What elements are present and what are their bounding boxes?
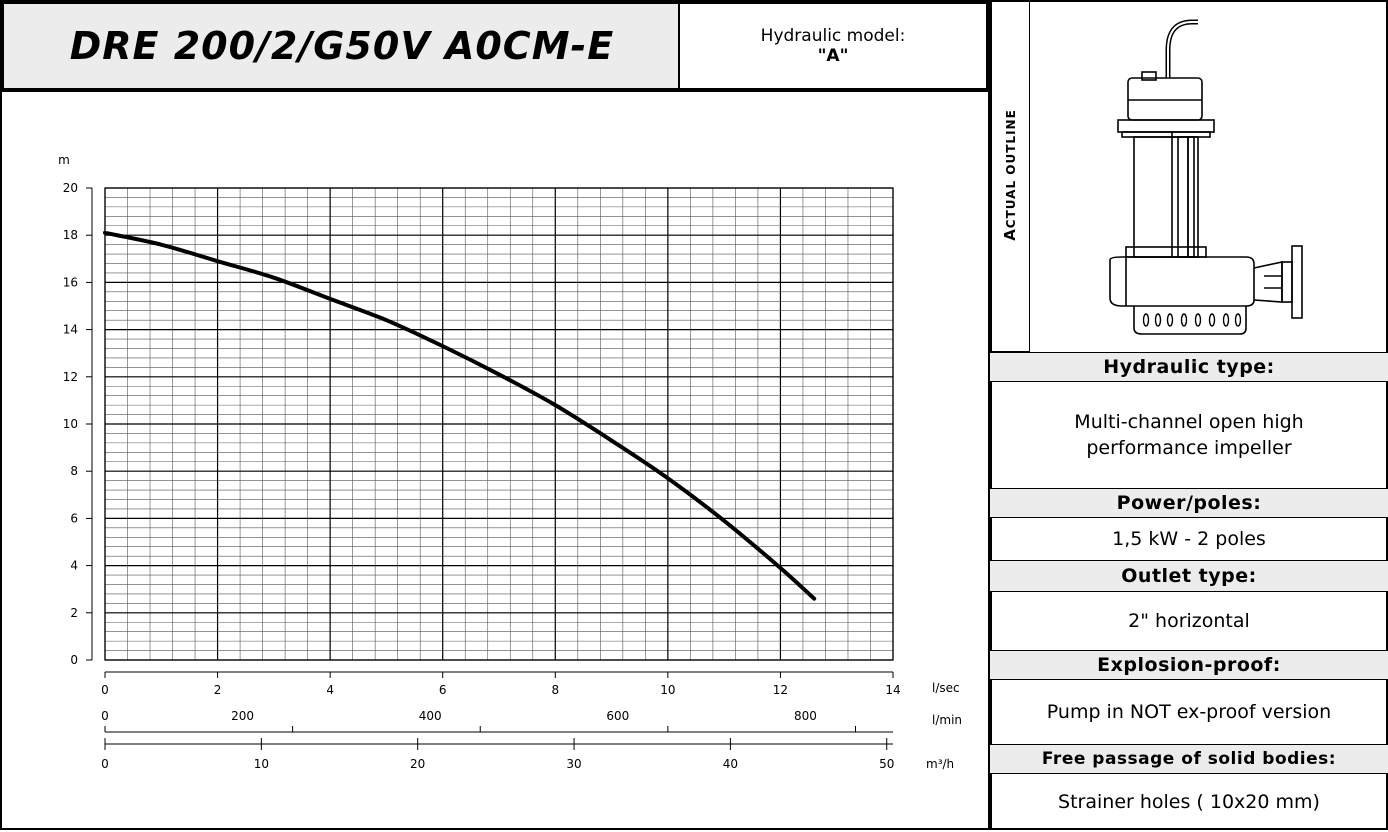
y-tick-label: 0 [70,653,78,667]
x-tick-label-lsec: 0 [101,683,109,697]
outlet-type-value: 2" horizontal [990,592,1388,650]
hydraulic-model-value: "A" [818,46,849,66]
free-passage-header: Free passage of solid bodies: [990,744,1388,774]
x-tick-label-lsec: 6 [439,683,447,697]
x-tick-label-lmin: 0 [101,709,109,723]
explosion-proof-header: Explosion-proof: [990,650,1388,680]
x-tick-label-lsec: 12 [773,683,788,697]
x-tick-label-lsec: 14 [885,683,900,697]
model-title-box: DRE 200/2/G50V A0CM-E [0,0,680,92]
x-tick-label-m3h: 10 [254,757,269,771]
x-unit-m3h: m³/h [926,757,954,771]
y-tick-label: 2 [70,606,78,620]
outlet-type-header: Outlet type: [990,560,1388,592]
y-tick-label: 4 [70,559,78,573]
x-tick-label-lsec: 10 [660,683,675,697]
x-unit-lmin: l/min [932,713,962,727]
power-poles-value: 1,5 kW - 2 poles [990,518,1388,560]
x-tick-label-m3h: 40 [723,757,738,771]
x-tick-label-m3h: 20 [410,757,425,771]
y-tick-label: 12 [63,370,78,384]
hydraulic-type-header: Hydraulic type: [990,352,1388,382]
pump-outline-image [1030,0,1388,352]
x-tick-label-lmin: 400 [419,709,442,723]
hydraulic-type-value: Multi-channel open high performance impe… [990,382,1388,488]
y-tick-label: 8 [70,464,78,478]
pump-drawing [1030,0,1388,352]
x-tick-label-lsec: 8 [551,683,559,697]
x-tick-label-lmin: 600 [606,709,629,723]
actual-outline-label: ACTUAL OUTLINE [995,65,1025,285]
power-poles-header: Power/poles: [990,488,1388,518]
y-tick-label: 16 [63,275,78,289]
y-tick-label: 10 [63,417,78,431]
x-tick-label-lsec: 2 [214,683,222,697]
y-tick-label: 14 [63,323,78,337]
x-tick-label-m3h: 0 [101,757,109,771]
x-tick-label-m3h: 30 [566,757,581,771]
y-tick-label: 20 [63,181,78,195]
y-tick-label: 18 [63,228,78,242]
performance-curve [105,233,814,599]
explosion-proof-value: Pump in NOT ex-proof version [990,680,1388,744]
free-passage-value: Strainer holes ( 10x20 mm) [990,774,1388,830]
y-tick-label: 6 [70,511,78,525]
x-tick-label-lsec: 4 [326,683,334,697]
hydraulic-model-label: Hydraulic model: [761,26,906,46]
model-title: DRE 200/2/G50V A0CM-E [70,24,615,68]
x-tick-label-m3h: 50 [879,757,894,771]
x-tick-label-lmin: 200 [231,709,254,723]
outline-label-box: ACTUAL OUTLINE [990,0,1030,352]
y-axis-label: m [58,153,70,167]
x-tick-label-lmin: 800 [794,709,817,723]
x-unit-lsec: l/sec [932,681,960,695]
hydraulic-model-box: Hydraulic model: "A" [678,0,990,92]
